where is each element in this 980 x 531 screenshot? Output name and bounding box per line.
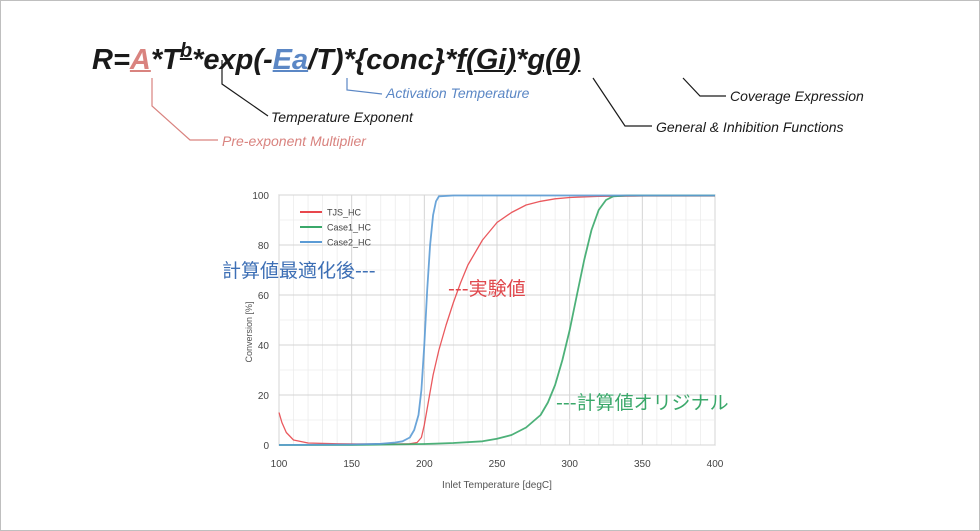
equation-activation-temperature: Ea [272, 44, 309, 76]
annotation-pre-exponent: Pre-exponent Multiplier [222, 133, 366, 149]
legend-label: Case1_HC [327, 223, 372, 233]
x-tick-label: 350 [634, 459, 651, 470]
leader-general-inhibition [592, 77, 652, 127]
leader-activation [346, 78, 383, 95]
annotation-coverage: Coverage Expression [730, 88, 864, 104]
chart-legend: TJS_HC Case1_HC Case2_HC [300, 208, 372, 248]
x-axis-label: Inlet Temperature [degC] [442, 480, 552, 491]
chart-axes: 100 150 200 250 300 350 400 0 20 40 60 80 100 [252, 191, 723, 470]
annotation-temperature-exponent: Temperature Exponent [271, 109, 413, 125]
series-line-tjs-hc [278, 195, 715, 445]
leader-temperature-exponent [221, 60, 269, 117]
overlay-original-label: ---計算値オリジナル [556, 392, 729, 414]
y-tick-label: 80 [258, 241, 270, 252]
overlay-experimental-label: ---実験値 [448, 278, 526, 300]
series-line-case1-hc [279, 194, 715, 446]
rate-equation: R=A*Tb*exp(-Ea/T)*{conc}*f(Gi)*g(θ) [92, 40, 580, 84]
x-tick-label: 200 [416, 459, 433, 470]
legend-label: Case2_HC [327, 238, 372, 248]
annotation-activation-temperature: Activation Temperature [386, 85, 530, 101]
equation-multiply: * [515, 44, 528, 76]
equation-conc-term: /T)*{conc}* [308, 44, 457, 76]
x-tick-label: 150 [343, 459, 360, 470]
equation-temp-term: *T [150, 44, 180, 76]
y-tick-label: 60 [258, 291, 270, 302]
y-tick-label: 100 [252, 191, 269, 202]
legend-label: TJS_HC [327, 208, 362, 218]
series-line-case2-hc [278, 194, 715, 446]
annotation-general-inhibition: General & Inhibition Functions [656, 119, 844, 135]
y-tick-label: 40 [258, 341, 270, 352]
overlay-optimized-label: 計算値最適化後--- [222, 260, 376, 282]
y-tick-label: 0 [263, 441, 269, 452]
y-tick-label: 20 [258, 391, 270, 402]
equation-coverage-function: g(θ) [527, 44, 581, 76]
x-tick-label: 250 [489, 459, 506, 470]
y-axis-label: Conversion [%] [244, 301, 254, 362]
equation-pre-exponent: A [129, 44, 151, 76]
equation-prefix: R= [92, 44, 130, 76]
x-tick-label: 300 [561, 459, 578, 470]
leader-pre-exponent [151, 78, 218, 141]
equation-exp-term: *exp(- [192, 44, 273, 76]
x-tick-label: 400 [707, 459, 724, 470]
chart-series [278, 194, 715, 446]
x-tick-label: 100 [271, 459, 288, 470]
leader-coverage [682, 77, 726, 97]
equation-general-function: f(Gi) [456, 44, 516, 76]
equation-temp-exponent: b [179, 40, 193, 62]
